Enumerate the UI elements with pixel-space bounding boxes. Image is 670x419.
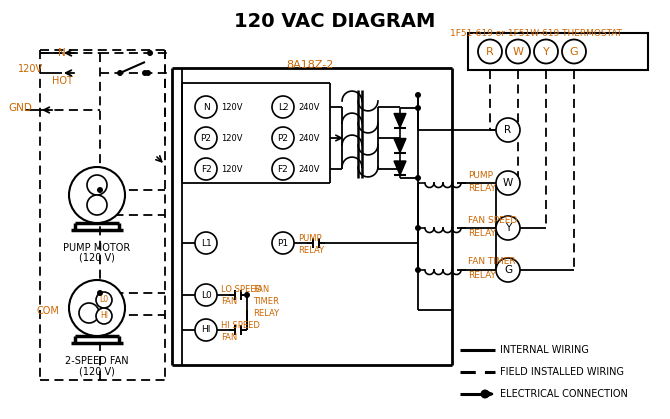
Circle shape	[480, 390, 490, 398]
Circle shape	[506, 39, 530, 64]
Text: N: N	[58, 48, 66, 58]
Text: RELAY: RELAY	[468, 271, 496, 279]
Circle shape	[195, 158, 217, 180]
Text: RELAY: RELAY	[298, 246, 324, 254]
Circle shape	[195, 232, 217, 254]
Circle shape	[496, 258, 520, 282]
Circle shape	[496, 118, 520, 142]
Circle shape	[142, 70, 148, 76]
Polygon shape	[394, 161, 406, 175]
Text: 120V: 120V	[221, 165, 243, 173]
Circle shape	[195, 319, 217, 341]
Text: LO SPEED: LO SPEED	[221, 285, 262, 295]
Text: G: G	[504, 265, 512, 275]
Circle shape	[496, 216, 520, 240]
Circle shape	[415, 92, 421, 98]
Circle shape	[69, 280, 125, 336]
Text: HI SPEED: HI SPEED	[221, 321, 260, 329]
Text: L1: L1	[200, 238, 211, 248]
Circle shape	[415, 105, 421, 111]
Text: 120V: 120V	[221, 103, 243, 111]
Polygon shape	[394, 114, 406, 127]
Text: Y: Y	[543, 47, 549, 57]
Text: L0: L0	[99, 295, 109, 305]
Text: GND: GND	[8, 103, 32, 113]
Text: 120V: 120V	[18, 64, 43, 74]
Text: (120 V): (120 V)	[79, 253, 115, 263]
Polygon shape	[394, 139, 406, 153]
Text: 1F51-619 or 1F51W-619 THERMOSTAT: 1F51-619 or 1F51W-619 THERMOSTAT	[450, 29, 622, 38]
Text: FAN TIMER: FAN TIMER	[468, 258, 516, 266]
Text: FAN: FAN	[253, 285, 269, 295]
Text: P2: P2	[277, 134, 289, 142]
Circle shape	[415, 175, 421, 181]
Circle shape	[97, 290, 103, 296]
Text: W: W	[513, 47, 523, 57]
Text: FAN: FAN	[221, 333, 237, 341]
Text: 120 VAC DIAGRAM: 120 VAC DIAGRAM	[234, 12, 436, 31]
Text: RELAY: RELAY	[468, 184, 496, 192]
Circle shape	[195, 127, 217, 149]
Circle shape	[244, 292, 250, 298]
Circle shape	[97, 187, 103, 193]
Text: FIELD INSTALLED WIRING: FIELD INSTALLED WIRING	[500, 367, 624, 377]
Circle shape	[147, 50, 153, 56]
Circle shape	[272, 158, 294, 180]
Text: 2-SPEED FAN: 2-SPEED FAN	[65, 356, 129, 366]
Text: HI: HI	[100, 311, 108, 321]
Circle shape	[415, 225, 421, 231]
Text: R: R	[505, 125, 512, 135]
Circle shape	[69, 167, 125, 223]
Circle shape	[145, 70, 151, 76]
Text: PUMP: PUMP	[298, 233, 322, 243]
Text: HOT: HOT	[52, 76, 73, 86]
Text: N: N	[202, 103, 209, 111]
Circle shape	[534, 39, 558, 64]
Text: 240V: 240V	[298, 165, 320, 173]
Circle shape	[117, 70, 123, 76]
Text: Y: Y	[505, 223, 511, 233]
Text: INTERNAL WIRING: INTERNAL WIRING	[500, 345, 589, 355]
Circle shape	[478, 39, 502, 64]
Circle shape	[415, 267, 421, 273]
Text: L2: L2	[277, 103, 288, 111]
Text: RELAY: RELAY	[253, 310, 279, 318]
Circle shape	[496, 171, 520, 195]
Text: FAN: FAN	[221, 297, 237, 307]
Text: HI: HI	[201, 326, 210, 334]
Text: R: R	[486, 47, 494, 57]
Text: PUMP MOTOR: PUMP MOTOR	[64, 243, 131, 253]
Circle shape	[79, 303, 99, 323]
Text: 8A18Z-2: 8A18Z-2	[286, 60, 334, 70]
Bar	[468, 33, 648, 70]
Text: PUMP: PUMP	[468, 171, 493, 179]
Text: F2: F2	[277, 165, 288, 173]
Text: P2: P2	[200, 134, 212, 142]
Text: ELECTRICAL CONNECTION: ELECTRICAL CONNECTION	[500, 389, 628, 399]
Circle shape	[272, 127, 294, 149]
Circle shape	[195, 96, 217, 118]
Circle shape	[562, 39, 586, 64]
Circle shape	[96, 308, 112, 324]
Text: W: W	[503, 178, 513, 188]
Text: FAN SPEED: FAN SPEED	[468, 215, 517, 225]
Circle shape	[272, 232, 294, 254]
Text: RELAY: RELAY	[468, 228, 496, 238]
Text: 240V: 240V	[298, 134, 320, 142]
Text: TIMER: TIMER	[253, 297, 279, 307]
Text: G: G	[570, 47, 578, 57]
Text: L0: L0	[200, 290, 211, 300]
Circle shape	[96, 292, 112, 308]
Circle shape	[272, 96, 294, 118]
Text: COM: COM	[36, 306, 59, 316]
Text: P1: P1	[277, 238, 289, 248]
Circle shape	[195, 284, 217, 306]
Text: 240V: 240V	[298, 103, 320, 111]
Circle shape	[87, 175, 107, 195]
Circle shape	[87, 195, 107, 215]
Text: F2: F2	[200, 165, 211, 173]
Text: 120V: 120V	[221, 134, 243, 142]
Text: (120 V): (120 V)	[79, 366, 115, 376]
